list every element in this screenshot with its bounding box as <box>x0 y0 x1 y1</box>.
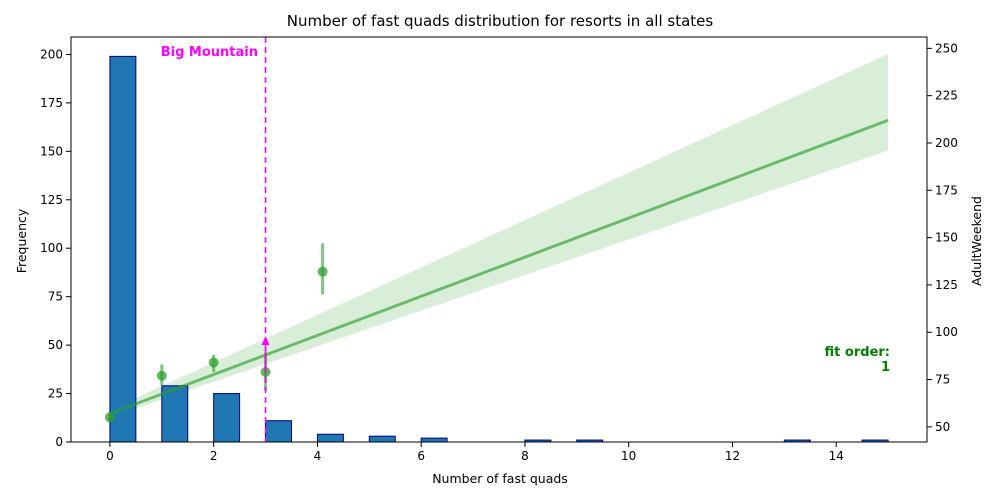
x-tick-label: 6 <box>417 449 425 463</box>
histogram-bar <box>109 55 137 443</box>
x-tick-label: 10 <box>621 449 636 463</box>
x-tick-label: 14 <box>829 449 844 463</box>
y-axis-label: Frequency <box>14 208 29 273</box>
regression-line <box>109 118 889 416</box>
histogram-bar <box>420 437 448 443</box>
x-tick-label: 12 <box>725 449 740 463</box>
y-right-tick-label: 250 <box>935 41 958 55</box>
histogram-bar <box>213 393 241 443</box>
plot-frame <box>70 36 928 443</box>
data-point <box>208 357 219 368</box>
x-tick-label: 8 <box>521 449 529 463</box>
annotation-line-2: 1 <box>881 360 890 375</box>
x-axis-label: Number of fast quads <box>432 471 568 486</box>
histogram-bar <box>368 435 396 443</box>
y-tick-label: 150 <box>40 144 63 158</box>
chart-title: Number of fast quads distribution for re… <box>287 12 714 30</box>
histogram-bar <box>265 420 292 443</box>
y-tick-label: 100 <box>40 241 63 255</box>
data-point <box>317 266 328 277</box>
y-tick-label: 75 <box>48 290 63 304</box>
y-right-tick-label: 125 <box>935 278 958 292</box>
y-right-tick-label: 75 <box>935 373 950 387</box>
y-right-tick-label: 50 <box>935 420 950 434</box>
data-point <box>156 370 167 381</box>
regression-confidence-band <box>109 54 889 418</box>
annotation-line-1: fit order: <box>825 345 890 360</box>
x-tick-label: 4 <box>314 449 322 463</box>
y-tick-label: 175 <box>40 96 63 110</box>
y-right-tick-label: 175 <box>935 183 958 197</box>
x-tick-label: 2 <box>210 449 218 463</box>
data-point <box>104 412 115 423</box>
histogram-bar <box>316 433 344 443</box>
arrow-head <box>261 336 270 346</box>
y-tick-label: 50 <box>48 338 63 352</box>
y-right-tick-label: 200 <box>935 136 958 150</box>
y-right-tick-label: 150 <box>935 231 958 245</box>
y-tick-label: 0 <box>55 435 63 449</box>
y-tick-label: 125 <box>40 193 63 207</box>
x-tick-label: 0 <box>106 449 114 463</box>
histogram-bar <box>161 385 189 443</box>
y-right-tick-label: 225 <box>935 89 958 103</box>
y-axis-right-label: AdultWeekend <box>969 196 984 286</box>
vline-label: Big Mountain <box>161 45 258 60</box>
y-tick-label: 25 <box>48 387 63 401</box>
y-tick-label: 200 <box>40 47 63 61</box>
y-right-tick-label: 100 <box>935 325 958 339</box>
